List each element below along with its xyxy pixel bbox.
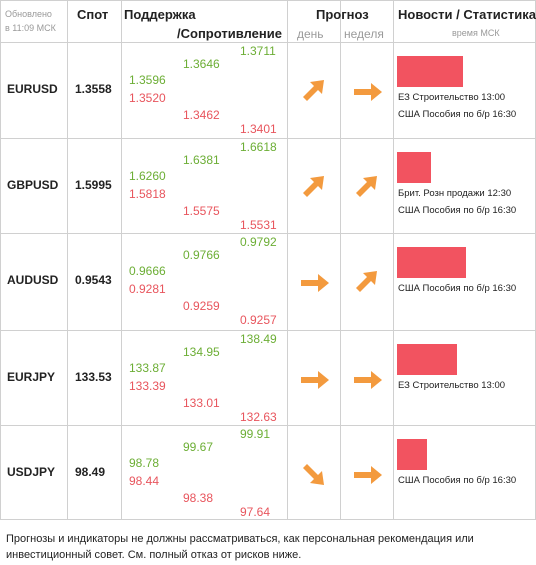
spot-price: 133.53	[75, 370, 112, 384]
news-impact-bar	[397, 439, 427, 470]
resistance-level-2: 0.9259	[183, 299, 220, 313]
news-impact-bar	[397, 344, 457, 375]
support-level-3: 99.91	[240, 427, 271, 441]
grid-line	[0, 425, 536, 426]
support-level-1: 133.87	[129, 361, 166, 375]
spot-price: 1.3558	[75, 82, 112, 96]
support-level-3: 1.6618	[240, 140, 277, 154]
grid-line	[0, 42, 536, 43]
grid-line	[0, 519, 536, 520]
support-level-1: 98.78	[129, 456, 160, 470]
resistance-level-3: 1.3401	[240, 122, 277, 136]
updated-time: в 11:09 МСК	[5, 23, 56, 33]
arrow-right-icon	[353, 82, 383, 107]
grid-line	[287, 0, 288, 520]
arrow-up-right-icon	[353, 174, 379, 205]
support-level-2: 134.95	[183, 345, 220, 359]
resistance-level-1: 0.9281	[129, 282, 166, 296]
arrow-up-right-icon	[353, 269, 379, 300]
currency-pair: AUDUSD	[7, 273, 59, 287]
grid-line	[393, 0, 394, 520]
grid-line	[0, 233, 536, 234]
spot-header: Спот	[77, 7, 109, 22]
grid-line	[0, 330, 536, 331]
updated-label: Обновлено	[5, 9, 52, 19]
support-level-3: 0.9792	[240, 235, 277, 249]
news-impact-bar	[397, 247, 466, 278]
arrow-down-right-icon	[300, 461, 326, 492]
grid-line	[67, 0, 68, 520]
resistance-level-2: 133.01	[183, 396, 220, 410]
news-header: Новости / Статистика	[398, 7, 536, 22]
grid-line	[340, 0, 341, 520]
resistance-level-2: 1.3462	[183, 108, 220, 122]
arrow-right-icon	[353, 370, 383, 395]
news-item: США Пособия по б/р 16:30	[398, 283, 517, 294]
support-level-2: 0.9766	[183, 248, 220, 262]
grid-line	[0, 0, 536, 1]
arrow-right-icon	[300, 370, 330, 395]
arrow-right-icon	[353, 465, 383, 490]
disclaimer: Прогнозы и индикаторы не должны рассматр…	[6, 533, 474, 561]
currency-pair: EURJPY	[7, 370, 56, 384]
spot-price: 1.5995	[75, 178, 112, 192]
spot-price: 98.49	[75, 465, 106, 479]
support-level-1: 1.6260	[129, 169, 166, 183]
grid-line	[121, 0, 122, 520]
currency-pair: GBPUSD	[7, 178, 59, 192]
resistance-level-3: 97.64	[240, 505, 271, 519]
resistance-header: /Сопротивление	[177, 26, 282, 41]
spot-price: 0.9543	[75, 273, 112, 287]
news-item: ЕЗ Строительство 13:00	[398, 92, 506, 103]
resistance-level-1: 133.39	[129, 379, 166, 393]
resistance-level-1: 1.5818	[129, 187, 166, 201]
arrow-up-right-icon	[300, 174, 326, 205]
resistance-level-3: 1.5531	[240, 218, 277, 232]
news-item: Брит. Розн продажи 12:30	[398, 188, 512, 199]
grid-line	[0, 0, 1, 520]
news-item: США Пособия по б/р 16:30	[398, 109, 517, 120]
support-level-1: 1.3596	[129, 73, 166, 87]
resistance-level-2: 1.5575	[183, 204, 220, 218]
forecast-header: Прогноз	[316, 7, 369, 22]
support-level-2: 99.67	[183, 440, 214, 454]
support-level-3: 138.49	[240, 332, 277, 346]
support-level-2: 1.6381	[183, 153, 220, 167]
grid-line	[0, 138, 536, 139]
currency-pair: EURUSD	[7, 82, 58, 96]
support-level-3: 1.3711	[240, 44, 276, 58]
news-impact-bar	[397, 56, 463, 87]
resistance-level-1: 98.44	[129, 474, 160, 488]
forex-forecast-table: Обновлено в 11:09 МСК Спот Поддержка /Со…	[0, 0, 536, 520]
support-level-1: 0.9666	[129, 264, 166, 278]
news-impact-bar	[397, 152, 431, 183]
currency-pair: USDJPY	[7, 465, 56, 479]
news-item: США Пособия по б/р 16:30	[398, 205, 517, 216]
arrow-right-icon	[300, 273, 330, 298]
resistance-level-1: 1.3520	[129, 91, 166, 105]
resistance-level-3: 0.9257	[240, 313, 277, 327]
news-item: ЕЗ Строительство 13:00	[398, 380, 506, 391]
news-time-header: время МСК	[452, 28, 500, 38]
arrow-up-right-icon	[300, 78, 326, 109]
support-level-2: 1.3646	[183, 57, 220, 71]
news-item: США Пособия по б/р 16:30	[398, 475, 517, 486]
forecast-week-header: неделя	[344, 27, 384, 41]
resistance-level-2: 98.38	[183, 491, 214, 505]
support-header: Поддержка	[124, 7, 196, 22]
resistance-level-3: 132.63	[240, 410, 277, 424]
forecast-day-header: день	[297, 27, 324, 41]
